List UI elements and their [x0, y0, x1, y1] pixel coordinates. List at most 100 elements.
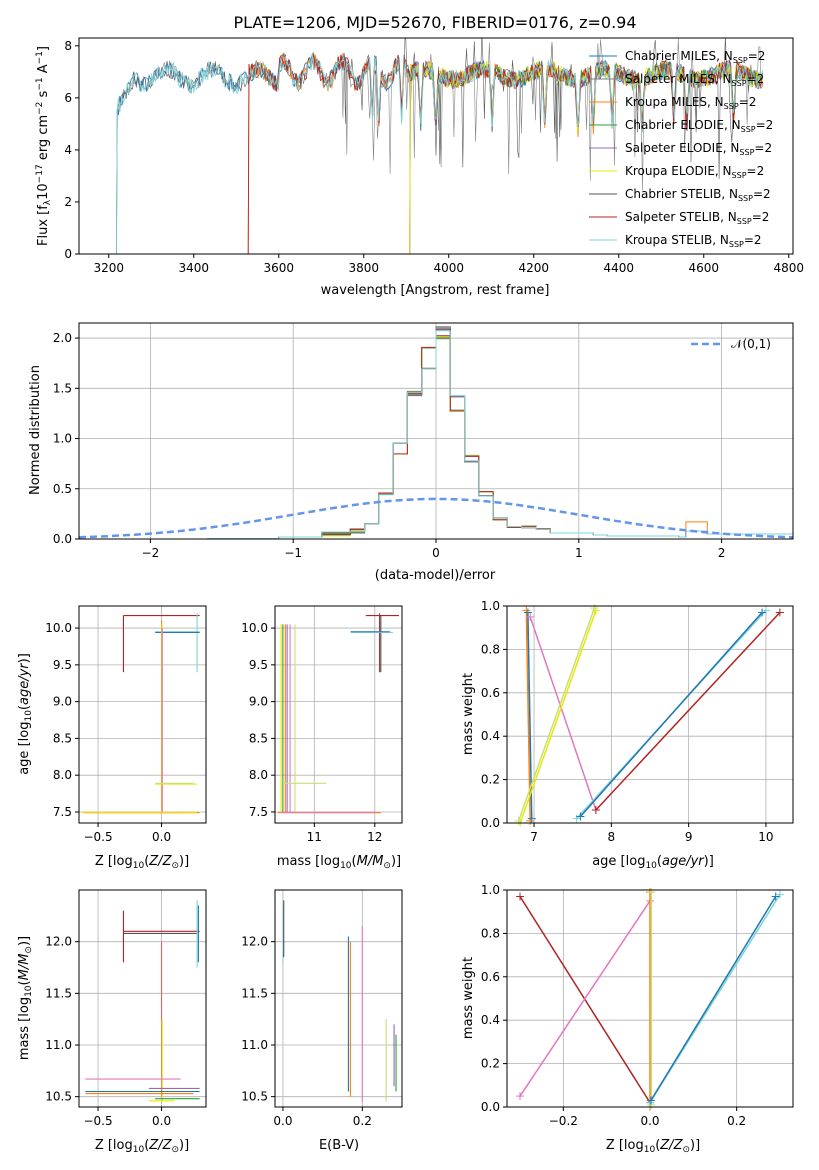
weight-line-3 — [529, 616, 597, 811]
zweight-marker — [776, 890, 784, 899]
weight-marker — [522, 606, 531, 615]
y-tick-label: 0.8 — [481, 926, 500, 940]
weight-marker — [526, 816, 535, 825]
spectrum-ylabel: Flux [fλ10−17 erg cm−2 s−1 A−1] — [35, 46, 53, 246]
y-tick-label: 0.4 — [481, 729, 500, 743]
x-tick-label: 3600 — [263, 261, 294, 275]
hist-ylabel: Normed distribution — [28, 365, 43, 495]
spectrum-panel: 3200 3400 3600 3800 4000 4200 4400 4600 4800 0 2 4 6… — [64, 37, 804, 275]
x-tick-label: 3400 — [178, 261, 209, 275]
x-tick-label: 0.2 — [727, 1114, 746, 1128]
axes-frame — [506, 605, 794, 824]
legend-sub: SSP — [733, 56, 748, 65]
zweight-marker — [771, 892, 780, 901]
x-tick-label: −0.2 — [549, 1114, 578, 1128]
y-tick-label: 10.5 — [45, 1090, 72, 1104]
z-mass-xlabel: Z [log10(Z/Z⊙)] — [95, 1138, 189, 1155]
y-tick-label: 10.0 — [241, 621, 268, 635]
weight-marker — [526, 612, 535, 621]
age-weight-ylabel: mass weight — [461, 673, 476, 755]
legend-label: Chabrier STELIB, NSSP=2 — [625, 187, 771, 203]
mass-age-panel: 11 12 7.5 8.0 8.5 9.0 9.5 10.0 — [241, 605, 403, 844]
y-tick-label: 0.5 — [53, 482, 72, 496]
hist-step-9 — [79, 330, 793, 539]
x-tick-label: 0.2 — [353, 1114, 372, 1128]
legend-sub: SSP — [738, 194, 753, 203]
weight-line-1 — [525, 610, 531, 821]
z-age-xlabel: Z [log10(Z/Z⊙)] — [95, 854, 189, 871]
residual-histogram-panel: −2 −1 0 1 2 0.0 0.5 1.0 1.5 2.0 — [53, 322, 794, 560]
y-tick-label: 8.0 — [249, 768, 268, 782]
axes-frame — [78, 889, 207, 1108]
y-tick-label: 0.2 — [481, 1057, 500, 1071]
z-age-ylabel: age [log10(age/yr)] — [17, 653, 34, 775]
hist-xlabel: (data-model)/error — [375, 568, 496, 583]
x-tick-label: 12 — [367, 830, 382, 844]
figure-title: PLATE=1206, MJD=52670, FIBERID=0176, z=0… — [233, 13, 636, 32]
z-weight-xlabel: Z [log10(Z/Z⊙)] — [606, 1138, 700, 1155]
x-tick-label: −1 — [284, 546, 302, 560]
zweight-marker — [646, 1096, 655, 1105]
legend-suffix: =2 — [756, 118, 774, 132]
y-tick-label: 9.5 — [249, 658, 268, 672]
zweight-line-5 — [649, 893, 781, 1104]
y-tick-label: 8 — [64, 39, 72, 53]
x-tick-label: 3800 — [348, 261, 379, 275]
axes-frame — [78, 322, 794, 540]
axes-frame — [274, 605, 403, 824]
x-tick-label: 0.0 — [152, 1114, 171, 1128]
spectrum-legend: Chabrier MILES, NSSP=2 Salpeter MILES, NS… — [589, 49, 773, 249]
y-tick-label: 0.0 — [53, 532, 72, 546]
legend-sub: SSP — [741, 125, 756, 134]
legend-suffix: =2 — [747, 72, 765, 86]
y-tick-label: 1.0 — [481, 883, 500, 897]
spectrum-line-7 — [116, 38, 763, 254]
x-tick-label: 4600 — [688, 261, 719, 275]
weight-line-5 — [517, 607, 596, 822]
weight-line-4 — [519, 610, 597, 824]
x-tick-label: −0.5 — [83, 830, 112, 844]
zweight-marker — [647, 888, 656, 897]
zweight-marker — [516, 1092, 524, 1101]
y-tick-label: 8.5 — [249, 731, 268, 745]
legend-label: Salpeter STELIB, NSSP=2 — [625, 210, 769, 226]
legend-sub: SSP — [729, 240, 744, 249]
x-tick-label: 4200 — [518, 261, 549, 275]
y-tick-label: 2 — [64, 195, 72, 209]
axes-frame — [78, 37, 794, 255]
axes-frame — [78, 605, 207, 824]
y-tick-label: 0.6 — [481, 686, 500, 700]
legend-suffix: =2 — [744, 233, 762, 247]
legend-sub: SSP — [732, 79, 747, 88]
y-tick-label: 9.5 — [53, 658, 72, 672]
legend-sub: SSP — [737, 217, 752, 226]
weight-marker — [775, 608, 784, 617]
legend-suffix: =2 — [747, 164, 765, 178]
y-tick-label: 0.6 — [481, 970, 500, 984]
y-tick-label: 11.0 — [241, 1038, 268, 1052]
y-tick-label: 11.0 — [45, 1038, 72, 1052]
legend-suffix: =2 — [754, 141, 772, 155]
age-weight-panel: 7 8 9 10 0.0 0.2 0.4 0.6 0.8 1.0 — [481, 599, 794, 844]
axes-frame — [274, 889, 403, 1108]
y-tick-label: 11.5 — [45, 986, 72, 1000]
y-tick-label: 0.8 — [481, 642, 500, 656]
x-tick-label: 0 — [432, 546, 440, 560]
zweight-line-2 — [519, 900, 651, 1097]
y-tick-label: 6 — [64, 91, 72, 105]
weight-marker — [527, 814, 536, 823]
ebv-mass-xlabel: E(B-V) — [319, 1138, 359, 1153]
x-tick-label: −0.5 — [83, 1114, 112, 1128]
legend-label: Chabrier MILES, NSSP=2 — [625, 49, 765, 65]
z-age-panel: −0.5 0.0 7.5 8.0 8.5 9.0 9.5 10.0 — [45, 605, 207, 844]
legend-label: Kroupa STELIB, NSSP=2 — [625, 233, 762, 249]
y-tick-label: 1.0 — [53, 432, 72, 446]
y-tick-label: 0.0 — [481, 816, 500, 830]
weight-line-8 — [595, 611, 781, 811]
weight-marker — [758, 608, 767, 617]
x-tick-label: 9 — [685, 830, 693, 844]
x-tick-label: 11 — [307, 830, 322, 844]
weight-marker — [590, 604, 599, 613]
legend-label: Salpeter MILES, NSSP=2 — [625, 72, 764, 88]
